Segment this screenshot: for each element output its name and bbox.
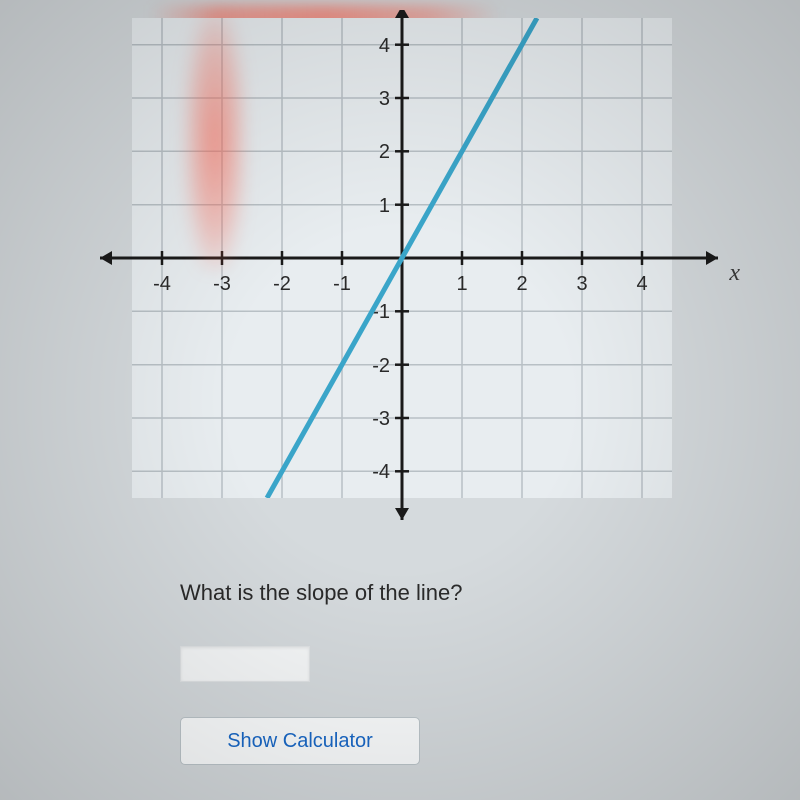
main-container: -4 -3 -2 -1 1 2 3 4 4 3 2 1 -1 -2 -3 -4 bbox=[0, 0, 800, 800]
xtick-label: -4 bbox=[153, 273, 171, 295]
x-axis-label: x bbox=[729, 260, 740, 287]
xtick-label: 1 bbox=[456, 273, 467, 295]
ytick-label: 4 bbox=[379, 35, 390, 57]
ytick-label: -2 bbox=[372, 355, 390, 377]
xtick-label: -2 bbox=[273, 273, 291, 295]
ytick-label: -3 bbox=[372, 408, 390, 430]
xtick-label: 3 bbox=[576, 273, 587, 295]
ytick-label: 2 bbox=[379, 141, 390, 163]
ytick-label: 3 bbox=[379, 88, 390, 110]
show-calculator-button[interactable]: Show Calculator bbox=[180, 717, 420, 765]
ytick-label: -4 bbox=[372, 461, 390, 483]
xtick-label: 4 bbox=[636, 273, 647, 295]
coordinate-graph: -4 -3 -2 -1 1 2 3 4 4 3 2 1 -1 -2 -3 -4 bbox=[70, 10, 750, 540]
ytick-label: 1 bbox=[379, 195, 390, 217]
question-text: What is the slope of the line? bbox=[180, 580, 740, 606]
xtick-label: -3 bbox=[213, 273, 231, 295]
answer-input[interactable] bbox=[180, 646, 310, 682]
xtick-label: -1 bbox=[333, 273, 351, 295]
xtick-label: 2 bbox=[516, 273, 527, 295]
graph-svg: -4 -3 -2 -1 1 2 3 4 4 3 2 1 -1 -2 -3 -4 bbox=[70, 10, 750, 540]
